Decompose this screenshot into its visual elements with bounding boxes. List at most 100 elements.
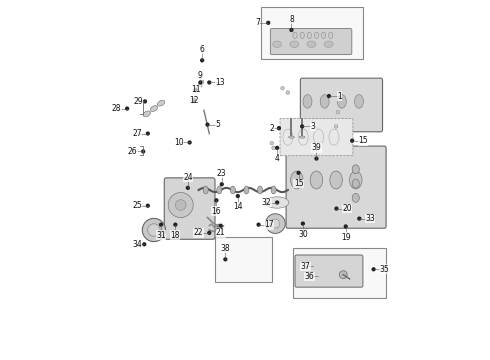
Text: 26: 26 (128, 147, 137, 156)
Ellipse shape (150, 105, 157, 112)
Text: 21: 21 (216, 228, 225, 237)
Ellipse shape (337, 95, 346, 108)
Text: 2: 2 (270, 124, 274, 133)
Bar (293, 248, 386, 298)
Ellipse shape (192, 98, 195, 102)
Circle shape (327, 95, 330, 98)
Ellipse shape (286, 91, 290, 94)
Text: 14: 14 (233, 202, 243, 211)
Text: 11: 11 (191, 85, 200, 94)
Circle shape (277, 127, 280, 130)
Text: 19: 19 (341, 233, 350, 242)
Circle shape (267, 21, 270, 24)
Text: 22: 22 (194, 228, 203, 237)
Circle shape (312, 265, 314, 268)
Text: 16: 16 (212, 207, 221, 216)
Text: 24: 24 (183, 173, 193, 182)
Circle shape (199, 81, 202, 84)
Ellipse shape (314, 32, 319, 39)
Circle shape (351, 139, 354, 142)
Ellipse shape (349, 171, 362, 189)
Text: 17: 17 (265, 220, 274, 229)
Text: 1: 1 (337, 91, 342, 100)
FancyBboxPatch shape (300, 78, 383, 132)
Ellipse shape (244, 186, 249, 194)
Ellipse shape (281, 86, 284, 90)
Circle shape (126, 107, 128, 110)
Circle shape (215, 199, 218, 202)
Ellipse shape (293, 32, 297, 39)
Circle shape (201, 59, 203, 62)
Circle shape (206, 123, 209, 126)
Text: 25: 25 (132, 201, 142, 210)
Circle shape (301, 222, 304, 225)
Circle shape (297, 171, 300, 174)
Circle shape (208, 231, 211, 234)
Ellipse shape (168, 193, 193, 217)
Text: 5: 5 (216, 120, 220, 129)
Text: 39: 39 (312, 143, 321, 152)
Circle shape (208, 81, 211, 84)
Circle shape (143, 243, 146, 246)
Ellipse shape (354, 95, 364, 108)
Ellipse shape (143, 111, 150, 117)
Circle shape (220, 183, 223, 186)
FancyBboxPatch shape (286, 146, 386, 228)
Circle shape (160, 223, 163, 226)
Text: 27: 27 (132, 129, 142, 138)
Circle shape (315, 157, 318, 160)
Circle shape (344, 225, 347, 228)
Ellipse shape (289, 136, 294, 138)
Ellipse shape (307, 41, 316, 48)
Ellipse shape (258, 186, 263, 194)
Text: 8: 8 (289, 15, 294, 24)
Ellipse shape (334, 125, 338, 128)
Circle shape (194, 88, 197, 91)
Text: 28: 28 (112, 104, 121, 113)
Text: 18: 18 (171, 231, 180, 240)
Ellipse shape (142, 219, 166, 242)
Ellipse shape (307, 32, 312, 39)
Ellipse shape (299, 136, 305, 138)
Ellipse shape (203, 186, 208, 194)
Bar (215, 237, 272, 282)
Ellipse shape (193, 89, 197, 93)
Circle shape (186, 186, 189, 189)
Ellipse shape (352, 193, 359, 202)
Circle shape (224, 258, 227, 261)
Circle shape (147, 204, 149, 207)
Text: 9: 9 (198, 71, 203, 80)
Circle shape (257, 223, 260, 226)
Text: 36: 36 (304, 272, 314, 281)
Ellipse shape (270, 141, 273, 145)
Circle shape (188, 141, 191, 144)
Ellipse shape (271, 219, 280, 228)
Text: 12: 12 (190, 96, 199, 105)
Text: 37: 37 (301, 262, 311, 271)
Text: 32: 32 (262, 198, 271, 207)
Ellipse shape (291, 171, 303, 189)
Text: 29: 29 (133, 97, 143, 106)
Ellipse shape (198, 84, 202, 87)
Ellipse shape (175, 200, 186, 210)
FancyBboxPatch shape (280, 118, 353, 156)
Circle shape (276, 147, 279, 149)
Text: 3: 3 (311, 122, 315, 131)
Text: 7: 7 (255, 18, 260, 27)
FancyBboxPatch shape (270, 28, 352, 55)
Ellipse shape (266, 197, 289, 208)
Circle shape (237, 195, 239, 198)
Circle shape (147, 132, 149, 135)
Text: 33: 33 (365, 214, 375, 223)
Circle shape (174, 223, 177, 226)
Circle shape (193, 99, 196, 102)
Text: 31: 31 (156, 231, 166, 240)
Text: 15: 15 (294, 179, 303, 188)
Ellipse shape (266, 214, 285, 233)
Circle shape (358, 217, 361, 220)
Circle shape (335, 207, 338, 210)
Ellipse shape (230, 186, 235, 194)
Ellipse shape (336, 111, 340, 114)
Ellipse shape (290, 41, 299, 48)
Text: 20: 20 (343, 204, 352, 213)
